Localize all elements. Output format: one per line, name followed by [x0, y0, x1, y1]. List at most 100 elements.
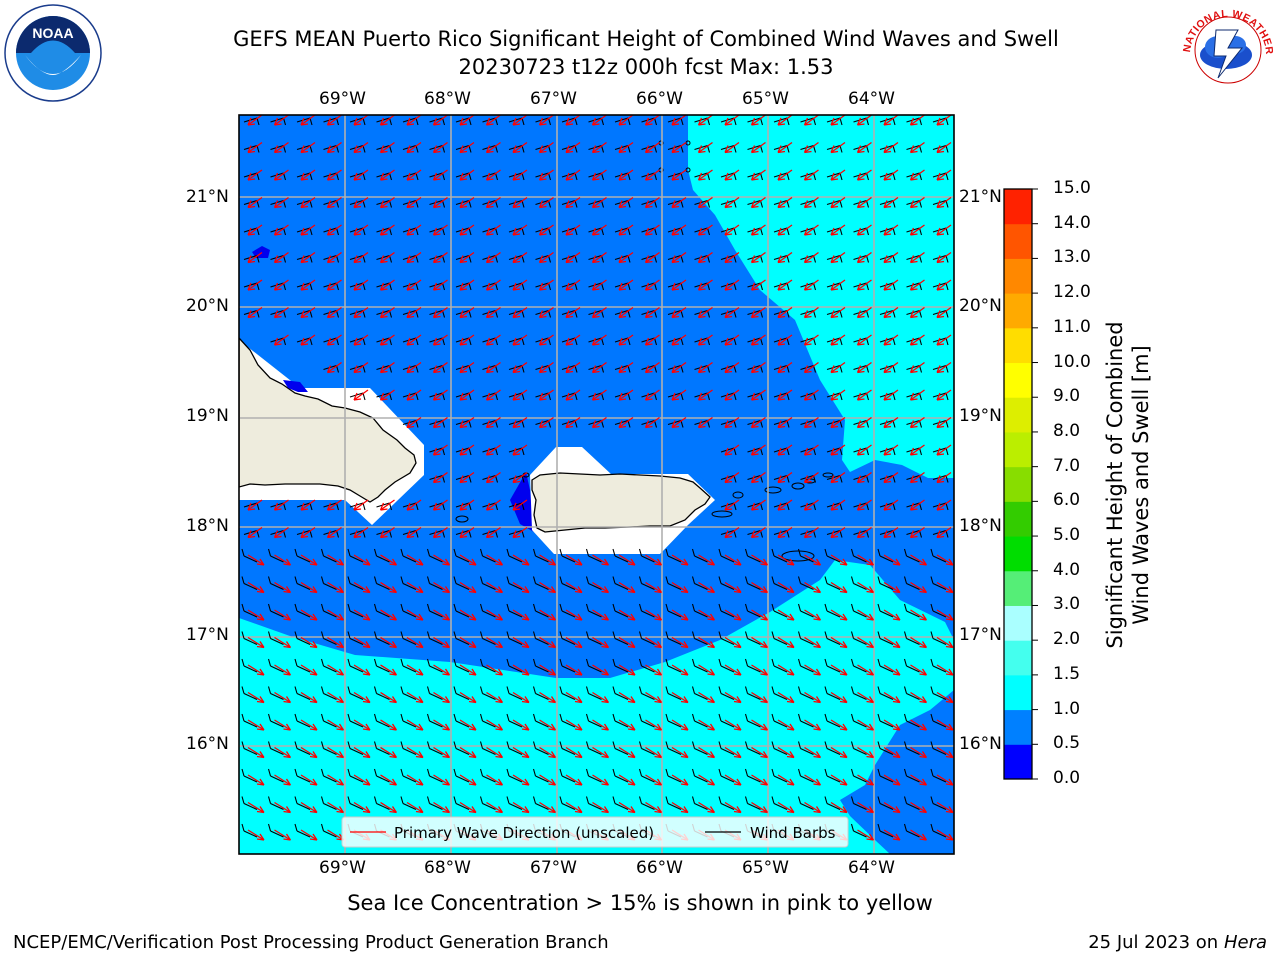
- lon-label-bottom: 67°W: [530, 858, 577, 878]
- wave-arrow: [591, 334, 607, 346]
- wave-arrow: [591, 416, 607, 429]
- wave-arrow: [671, 719, 689, 731]
- wave-arrow: [644, 416, 660, 429]
- wave-arrow: [538, 279, 554, 291]
- wind-barb: [559, 713, 576, 728]
- wind-barb: [559, 796, 576, 810]
- wave-arrow: [380, 774, 398, 786]
- wind-barb: [241, 548, 258, 563]
- wind-barb: [638, 741, 655, 755]
- wave-arrow: [591, 279, 607, 291]
- wind-barb: [267, 796, 284, 810]
- wave-arrow: [379, 224, 395, 236]
- wind-barb: [320, 658, 337, 673]
- wave-arrow: [353, 636, 371, 649]
- wave-arrow: [512, 664, 530, 676]
- wave-arrow: [750, 141, 766, 154]
- wave-arrow: [406, 251, 422, 264]
- wave-arrow: [671, 416, 687, 429]
- wave-arrow: [936, 361, 952, 374]
- wind-barb: [373, 686, 390, 700]
- wave-arrow: [830, 636, 848, 649]
- colorbar-tick-label: 3.0: [1053, 594, 1081, 615]
- wave-arrow: [936, 609, 954, 621]
- wind-barb: [877, 603, 894, 618]
- wind-barb: [691, 686, 708, 700]
- wave-arrow: [485, 196, 501, 209]
- wave-arrow: [698, 554, 716, 566]
- wave-arrow: [592, 609, 610, 621]
- wind-barb: [771, 576, 788, 590]
- wind-barb: [612, 768, 629, 783]
- wind-barb: [877, 796, 894, 810]
- map-gridlines: [239, 115, 954, 854]
- wind-barb: [691, 658, 708, 673]
- wave-arrow: [406, 499, 422, 511]
- wind-barb: [638, 631, 655, 645]
- wave-arrow: [644, 279, 660, 291]
- wave-arrow: [538, 115, 554, 126]
- wave-arrow: [804, 554, 822, 566]
- wave-arrow: [274, 664, 292, 676]
- wave-arrow: [300, 554, 318, 566]
- wave-arrow: [698, 664, 716, 676]
- wind-barb: [267, 741, 284, 755]
- wave-arrow: [300, 251, 316, 264]
- wave-arrow: [353, 169, 369, 181]
- wave-arrow: [883, 279, 899, 291]
- wave-arrow: [830, 306, 846, 319]
- wave-arrow: [724, 306, 740, 319]
- wave-arrow: [273, 169, 289, 181]
- wind-barb: [824, 686, 841, 700]
- wave-arrow: [697, 389, 713, 401]
- wave-arrow: [856, 361, 872, 374]
- wind-barb: [930, 576, 947, 590]
- wave-arrow: [300, 196, 316, 209]
- sea-zone-00-05-spot: [283, 380, 308, 392]
- legend-wave-label: Primary Wave Direction (unscaled): [394, 824, 654, 842]
- wind-barb: [930, 603, 947, 618]
- colorbar-segment: [1004, 570, 1032, 606]
- wind-barb: [373, 741, 390, 755]
- wave-arrow: [353, 224, 369, 236]
- wave-arrow: [406, 224, 422, 236]
- wave-arrow: [432, 224, 448, 236]
- colorbar-tick-label: 2.0: [1053, 629, 1081, 650]
- wind-barb: [585, 768, 602, 783]
- wave-arrow: [909, 306, 925, 319]
- wave-arrow: [300, 719, 318, 731]
- wave-arrow: [539, 664, 557, 676]
- wind-barb: [797, 686, 814, 700]
- wave-arrow: [697, 169, 713, 181]
- wind-barb: [850, 768, 867, 783]
- wave-arrow: [936, 581, 954, 594]
- wave-arrow: [538, 251, 554, 264]
- wave-arrow: [618, 196, 634, 209]
- wave-arrow: [910, 691, 928, 704]
- wave-arrow: [777, 115, 793, 126]
- wind-barb: [877, 576, 894, 590]
- wind-barb: [691, 796, 708, 810]
- wave-arrow: [936, 306, 952, 319]
- wind-barb: [797, 576, 814, 590]
- noaa-logo-text: NOAA: [32, 25, 73, 41]
- colorbar-segment: [1004, 327, 1032, 364]
- wind-barb: [241, 796, 258, 810]
- wind-barb: [850, 631, 867, 645]
- lat-label-right: 20°N: [959, 296, 1002, 316]
- wave-arrow: [592, 801, 610, 814]
- lat-label-left: 18°N: [186, 516, 229, 536]
- wave-arrow: [459, 251, 475, 264]
- wave-arrow: [274, 609, 292, 621]
- wave-arrow: [644, 169, 660, 181]
- wind-barb: [453, 658, 470, 673]
- wave-arrow: [856, 251, 872, 264]
- wave-arrow: [380, 636, 398, 649]
- lat-label-right: 18°N: [959, 516, 1002, 536]
- wave-arrow: [697, 196, 713, 209]
- wave-arrow: [512, 115, 528, 126]
- wave-arrow: [936, 444, 952, 456]
- wave-arrow: [857, 691, 875, 704]
- wave-arrow: [432, 389, 448, 401]
- wind-barb: [903, 658, 920, 673]
